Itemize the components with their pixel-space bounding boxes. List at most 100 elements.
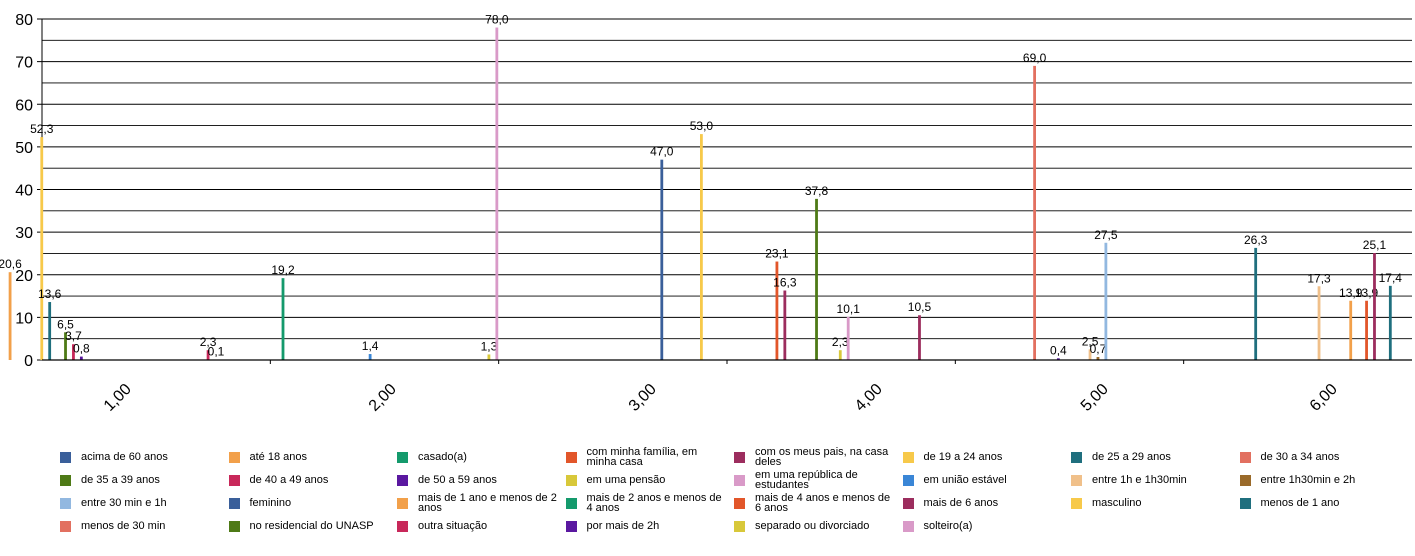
legend-label: de 25 a 29 anos	[1092, 451, 1171, 463]
bar	[40, 137, 44, 360]
x-tick-label: 5,00	[1078, 381, 1112, 415]
legend-item: mais de 4 anos e menos de 6 anos	[734, 492, 903, 514]
legend-swatch	[902, 451, 914, 463]
y-tick-label: 30	[15, 225, 33, 242]
data-label: 23,1	[765, 247, 789, 261]
legend-item: acima de 60 anos	[60, 447, 229, 467]
data-label: 69,0	[1023, 51, 1047, 65]
data-label: 13,9	[1339, 286, 1363, 300]
legend-item: em união estável	[902, 470, 1072, 490]
data-label: 2,3	[200, 335, 217, 349]
legend-label: em união estável	[923, 474, 1007, 486]
data-label: 17,3	[1307, 271, 1331, 285]
legend-label: separado ou divorciado	[755, 520, 870, 532]
legend-swatch	[60, 520, 71, 532]
legend-label: de 50 a 59 anos	[418, 474, 497, 486]
chart-legend: acima de 60 anos até 18 anos casado(a) com …	[60, 447, 1410, 536]
data-label: 0,1	[208, 345, 225, 359]
legend-item: mais de 2 anos e menos de 4 anos	[565, 492, 735, 514]
legend-item: separado ou divorciado	[734, 516, 903, 536]
legend-swatch	[60, 451, 71, 463]
x-tick-label: 1,00	[101, 381, 135, 415]
legend-item: de 50 a 59 anos	[397, 470, 566, 490]
data-label: 52,3	[30, 122, 54, 136]
bar	[1365, 300, 1368, 360]
legend-swatch	[228, 451, 240, 463]
bar	[700, 134, 703, 360]
data-label: 3,7	[65, 329, 82, 343]
legend-swatch	[734, 520, 745, 532]
legend-label: mais de 4 anos e menos de 6 anos	[755, 492, 891, 514]
data-label: 27,5	[1094, 228, 1118, 242]
legend-item: outra situação	[397, 516, 566, 536]
legend-label: entre 1h e 1h30min	[1092, 474, 1187, 486]
bar	[1056, 358, 1060, 360]
bar	[660, 159, 664, 360]
x-tick-label: 6,00	[1307, 381, 1341, 415]
legend-swatch	[1239, 474, 1251, 486]
data-label: 78,0	[485, 13, 509, 27]
bar	[775, 261, 779, 360]
legend-swatch	[1071, 497, 1082, 509]
legend-item: com os meus pais, na casa deles	[734, 447, 903, 468]
legend-swatch	[1239, 497, 1251, 509]
legend-swatch	[565, 520, 577, 532]
legend-swatch	[60, 474, 71, 486]
legend-label: de 30 a 34 anos	[1260, 451, 1340, 463]
legend-item: de 40 a 49 anos	[228, 470, 398, 490]
legend-label: de 19 a 24 anos	[923, 451, 1003, 463]
legend-label: mais de 2 anos e menos de 4 anos	[586, 492, 722, 514]
data-label: 13,9	[1355, 286, 1379, 300]
legend-label: mais de 1 ano e menos de 2 anos	[418, 492, 557, 514]
bar	[838, 350, 842, 360]
legend-swatch	[397, 474, 408, 486]
legend-swatch	[902, 497, 914, 509]
legend-swatch	[60, 497, 71, 509]
legend-label: até 18 anos	[249, 451, 308, 463]
bar	[206, 350, 210, 360]
legend-item: em uma república de estudantes	[734, 469, 903, 491]
bar	[487, 354, 491, 360]
legend-label: em uma república de estudantes	[755, 469, 858, 491]
legend-label: casado(a)	[418, 451, 467, 463]
data-label: 37,8	[805, 184, 829, 198]
data-label: 26,3	[1244, 233, 1268, 247]
data-label: 16,3	[773, 276, 797, 290]
legend-swatch	[902, 520, 914, 532]
bar	[1317, 286, 1321, 360]
y-tick-label: 70	[15, 55, 33, 72]
legend-item: até 18 anos	[228, 447, 398, 467]
data-label: 10,1	[837, 302, 861, 316]
legend-label: masculino	[1092, 497, 1142, 509]
legend-item: com minha família, em minha casa	[565, 446, 735, 468]
legend-label: com minha família, em minha casa	[586, 446, 698, 468]
data-label: 6,5	[57, 317, 74, 331]
legend-swatch	[228, 520, 240, 532]
legend-item: menos de 30 min	[60, 516, 229, 536]
legend-swatch	[902, 474, 914, 486]
legend-swatch	[397, 497, 408, 509]
legend-item: feminino	[228, 493, 398, 513]
bar	[1096, 357, 1100, 360]
y-tick-label: 50	[15, 140, 33, 157]
legend-item: entre 1h30min e 2h	[1239, 470, 1409, 490]
legend-swatch	[228, 497, 240, 509]
legend-swatch	[1071, 474, 1082, 486]
legend-item: por mais de 2h	[565, 516, 735, 536]
legend-item: casado(a)	[397, 447, 566, 467]
y-tick-label: 20	[15, 268, 33, 285]
legend-label: entre 1h30min e 2h	[1260, 474, 1356, 486]
bar	[783, 290, 787, 360]
data-label: 10,5	[908, 300, 932, 314]
data-label: 0,4	[1050, 343, 1067, 357]
data-label: 19,2	[271, 263, 295, 277]
legend-item: no residencial do UNASP	[228, 516, 398, 536]
legend-label: menos de 1 ano	[1260, 497, 1340, 509]
legend-item: mais de 1 ano e menos de 2 anos	[397, 492, 566, 514]
y-tick-label: 10	[15, 310, 33, 327]
bar	[1088, 349, 1092, 360]
legend-item: de 35 a 39 anos	[60, 470, 229, 490]
legend-swatch	[565, 474, 577, 486]
legend-item: de 30 a 34 anos	[1239, 447, 1409, 467]
legend-item: menos de 1 ano	[1239, 493, 1409, 513]
